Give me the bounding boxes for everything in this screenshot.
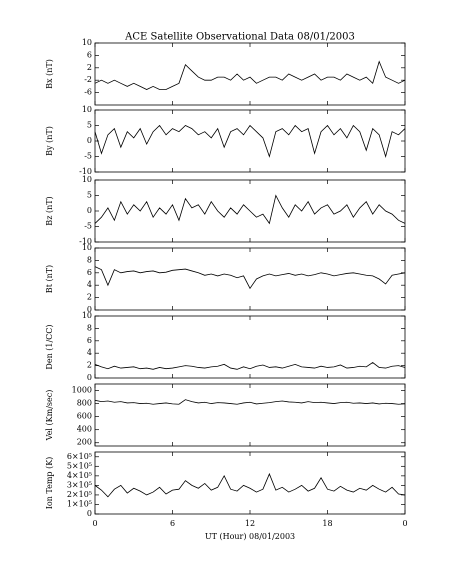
y-axis-label: Vel (Km/sec) — [45, 390, 54, 442]
y-axis-label: Den (1/CC) — [45, 324, 54, 369]
y-tick-label: -6 — [84, 88, 92, 97]
y-tick-label: -2 — [84, 75, 92, 84]
y-axis-label: By (nT) — [45, 126, 54, 156]
data-line — [94, 266, 406, 290]
y-tick-label: 2×10⁵ — [67, 490, 92, 499]
y-tick-label: 2 — [87, 293, 92, 302]
y-tick-label: -10 — [79, 237, 92, 246]
y-tick-label: 0 — [87, 509, 92, 518]
y-tick-label: -5 — [84, 152, 92, 161]
y-tick-label: 0 — [87, 373, 92, 382]
y-axis-label: Bz (nT) — [45, 196, 54, 225]
y-tick-label: 8 — [87, 323, 92, 332]
y-tick-label: 10 — [82, 105, 92, 114]
x-tick-label: 18 — [322, 519, 332, 528]
y-tick-label: 6 — [87, 268, 92, 277]
y-tick-label: 0 — [87, 136, 92, 145]
y-tick-label: 2 — [87, 361, 92, 370]
y-tick-label: -10 — [79, 167, 92, 176]
y-tick-label: 600 — [77, 412, 92, 421]
y-tick-label: 1×10⁵ — [67, 499, 92, 508]
data-line — [94, 124, 406, 158]
y-tick-label: 10 — [82, 175, 92, 184]
y-tick-label: 6 — [87, 336, 92, 345]
y-tick-label: 4 — [87, 280, 92, 289]
chart-title: ACE Satellite Observational Data 08/01/2… — [124, 32, 355, 43]
y-tick-label: 10 — [82, 311, 92, 320]
data-line — [94, 362, 406, 370]
y-tick-label: 6 — [87, 50, 92, 59]
data-line — [94, 60, 406, 90]
x-tick-label: 0 — [92, 519, 97, 528]
y-tick-label: 200 — [77, 438, 92, 447]
y-tick-label: 0 — [87, 305, 92, 314]
y-tick-label: 4×10⁵ — [67, 471, 92, 480]
x-tick-label: 0 — [402, 519, 407, 528]
data-line — [94, 399, 406, 405]
y-tick-label: 10 — [82, 243, 92, 252]
y-tick-label: 6×10⁵ — [67, 452, 92, 461]
y-tick-label: 5 — [87, 121, 92, 130]
y-tick-label: 4 — [87, 348, 92, 357]
y-tick-label: 0 — [87, 206, 92, 215]
y-tick-label: 5×10⁵ — [67, 461, 92, 470]
y-tick-label: 3×10⁵ — [67, 480, 92, 489]
y-axis-label: Bt (nT) — [45, 265, 54, 293]
y-tick-label: 8 — [87, 255, 92, 264]
y-tick-label: -5 — [84, 222, 92, 231]
y-tick-label: 400 — [77, 425, 92, 434]
x-axis-label: UT (Hour) 08/01/2003 — [205, 532, 295, 541]
y-axis-label: Bx (nT) — [45, 59, 54, 89]
x-tick-label: 12 — [245, 519, 255, 528]
x-tick-label: 6 — [170, 519, 175, 528]
y-tick-label: 5 — [87, 191, 92, 200]
y-tick-label: 800 — [77, 399, 92, 408]
data-line — [94, 194, 406, 225]
data-line — [94, 472, 406, 498]
y-axis-label: Ion Temp (K) — [45, 457, 54, 510]
y-tick-label: 2 — [87, 63, 92, 72]
y-tick-label: 10 — [82, 38, 92, 47]
y-tick-label: 1000 — [72, 386, 92, 395]
